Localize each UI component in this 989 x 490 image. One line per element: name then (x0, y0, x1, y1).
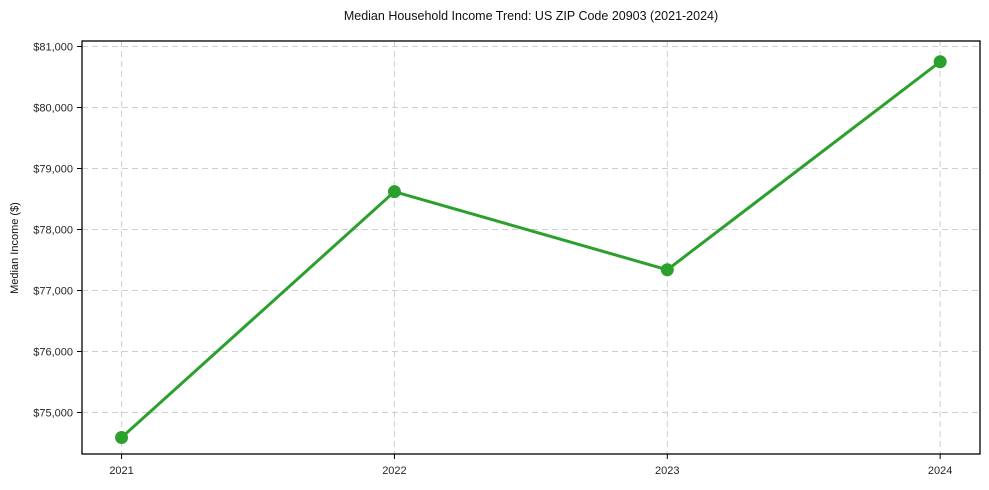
x-tick-label: 2022 (382, 465, 406, 477)
data-point-2021 (115, 431, 129, 445)
y-tick-label: $80,000 (33, 102, 73, 114)
y-tick-label: $76,000 (33, 347, 73, 359)
y-tick-label: $79,000 (33, 163, 73, 175)
y-tick-label: $77,000 (33, 286, 73, 298)
x-tick-label: 2023 (655, 465, 679, 477)
data-point-2024 (933, 55, 947, 69)
data-point-2023 (660, 263, 674, 277)
data-point-2022 (387, 185, 401, 199)
x-tick-label: 2021 (109, 465, 133, 477)
y-tick-label: $75,000 (33, 408, 73, 420)
y-tick-label: $78,000 (33, 225, 73, 237)
x-tick-label: 2024 (928, 465, 952, 477)
trend-line (120, 60, 942, 440)
chart-title: Median Household Income Trend: US ZIP Co… (343, 9, 719, 23)
plot-border (81, 40, 981, 455)
y-tick-label: $81,000 (33, 41, 73, 53)
